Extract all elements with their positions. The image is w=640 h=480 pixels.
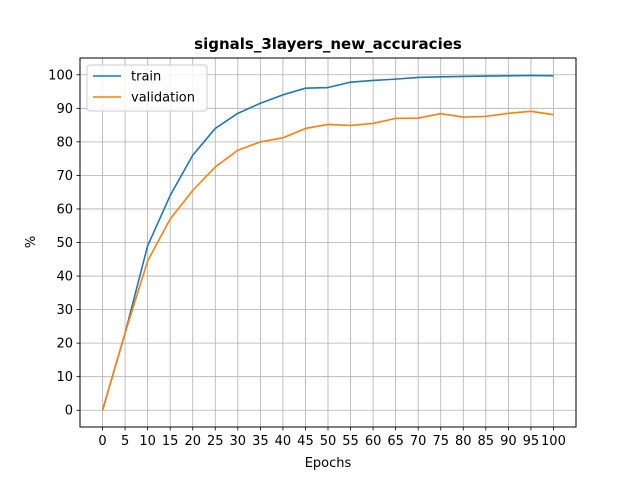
y-tick-label: 90 bbox=[56, 102, 73, 117]
x-tick-label: 20 bbox=[184, 434, 201, 449]
y-tick-label: 70 bbox=[56, 169, 73, 184]
y-tick-label: 60 bbox=[56, 202, 73, 217]
y-tick-label: 50 bbox=[56, 236, 73, 251]
y-tick-label: 30 bbox=[56, 303, 73, 318]
series-line-train bbox=[101, 74, 554, 411]
y-tick-label: 40 bbox=[56, 270, 73, 285]
x-tick-label: 60 bbox=[365, 434, 382, 449]
x-tick-label: 95 bbox=[523, 434, 540, 449]
ticks: 0 5 10 15 20 25 30 35 40 45 50 55 60 65 70 75 80 85 90 95 10… bbox=[48, 68, 566, 449]
series-line-validation bbox=[101, 110, 554, 411]
x-tick-label: 5 bbox=[121, 434, 129, 449]
x-tick-label: 10 bbox=[139, 434, 156, 449]
legend-label-train: train bbox=[131, 70, 161, 85]
x-tick-label: 70 bbox=[410, 434, 427, 449]
x-tick-label: 40 bbox=[275, 434, 292, 449]
x-tick-label: 100 bbox=[541, 434, 566, 449]
x-tick-label: 35 bbox=[252, 434, 269, 449]
x-tick-label: 15 bbox=[162, 434, 179, 449]
chart-title: signals_3layers_new_accuracies bbox=[194, 35, 462, 53]
x-tick-label: 75 bbox=[432, 434, 449, 449]
grid bbox=[80, 58, 576, 427]
x-tick-label: 65 bbox=[387, 434, 404, 449]
x-tick-label: 0 bbox=[98, 434, 106, 449]
x-tick-label: 80 bbox=[455, 434, 472, 449]
x-tick-label: 30 bbox=[230, 434, 247, 449]
y-axis-label: % bbox=[24, 236, 39, 248]
legend: train validation bbox=[86, 64, 208, 112]
x-tick-label: 85 bbox=[478, 434, 495, 449]
y-tick-label: 20 bbox=[56, 337, 73, 352]
y-tick-label: 100 bbox=[48, 68, 73, 83]
y-tick-label: 10 bbox=[56, 370, 73, 385]
x-tick-label: 45 bbox=[297, 434, 314, 449]
x-axis-label: Epochs bbox=[305, 456, 352, 471]
y-tick-label: 0 bbox=[65, 404, 73, 419]
x-tick-label: 90 bbox=[500, 434, 517, 449]
y-tick-label: 80 bbox=[56, 135, 73, 150]
series-layer bbox=[101, 74, 554, 411]
x-tick-label: 50 bbox=[320, 434, 337, 449]
legend-label-validation: validation bbox=[131, 91, 195, 106]
x-tick-label: 25 bbox=[207, 434, 224, 449]
x-tick-label: 55 bbox=[342, 434, 359, 449]
